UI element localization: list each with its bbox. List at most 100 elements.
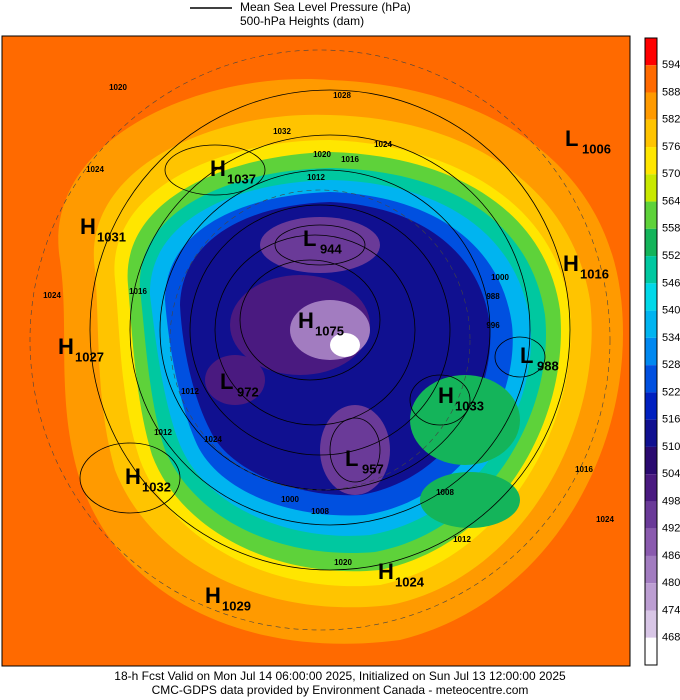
colorbar-swatch — [645, 174, 657, 202]
center-letter: L — [565, 126, 578, 151]
center-letter: H — [438, 383, 454, 408]
center-value: 1027 — [75, 349, 104, 364]
colorbar-swatch — [645, 147, 657, 175]
colorbar-label: 588 — [662, 86, 680, 98]
center-letter: H — [205, 583, 221, 608]
center-letter: L — [303, 226, 316, 251]
center-letter: H — [80, 214, 96, 239]
colorbar-label: 540 — [662, 305, 680, 317]
colorbar-label: 468 — [662, 632, 680, 644]
colorbar-label: 576 — [662, 141, 680, 153]
height-band — [260, 217, 380, 273]
contour-label: 1008 — [436, 488, 454, 497]
legend-text: 500-hPa Heights (dam) — [240, 14, 364, 28]
colorbar-swatch — [645, 446, 657, 475]
contour-label: 1016 — [575, 465, 593, 474]
contour-label: 996 — [486, 321, 500, 330]
colorbar-swatch — [645, 419, 657, 447]
colorbar-label: 546 — [662, 277, 680, 289]
colorbar-swatch — [645, 528, 657, 556]
colorbar-label: 582 — [662, 114, 680, 126]
contour-label: 1012 — [453, 535, 471, 544]
contour-label: 1012 — [154, 428, 172, 437]
pressure-contours — [79, 89, 571, 571]
colorbar-label: 564 — [662, 195, 680, 207]
contour-label: 1024 — [86, 165, 104, 174]
colorbar-swatch — [645, 610, 657, 638]
center-value: 972 — [237, 384, 259, 399]
contour-label: 1028 — [333, 91, 351, 100]
colorbar-label: 510 — [662, 441, 680, 453]
contour-label: 1012 — [181, 387, 199, 396]
center-letter: H — [58, 334, 74, 359]
height-band — [205, 355, 265, 405]
contour-label: 1016 — [341, 155, 359, 164]
contour-label: 1032 — [273, 127, 291, 136]
contour-label: 1016 — [129, 287, 147, 296]
colorbar-label: 552 — [662, 250, 680, 262]
contour-label: 1024 — [596, 515, 614, 524]
contour-label: 1024 — [374, 140, 392, 149]
colorbar-label: 534 — [662, 332, 680, 344]
colorbar-swatch — [645, 392, 657, 420]
colorbar-label: 516 — [662, 414, 680, 426]
footer-text: CMC-GDPS data provided by Environment Ca… — [152, 683, 529, 697]
center-value: 957 — [362, 461, 384, 476]
center-letter: H — [210, 156, 226, 181]
colorbar-label: 558 — [662, 223, 680, 235]
center-letter: H — [378, 559, 394, 584]
colorbar-swatch — [645, 92, 657, 120]
colorbar-swatch — [645, 283, 657, 311]
center-value: 1024 — [395, 574, 425, 589]
colorbar-label: 474 — [662, 604, 680, 616]
center-value: 1037 — [227, 171, 256, 186]
center-value: 944 — [320, 241, 342, 256]
contour-label: 1012 — [307, 173, 325, 182]
colorbar-swatch — [645, 637, 657, 665]
colorbar-label: 504 — [662, 468, 680, 480]
center-value: 988 — [537, 358, 559, 373]
colorbar-label: 528 — [662, 359, 680, 371]
center-letter: H — [298, 308, 314, 333]
contour-label: 988 — [486, 292, 500, 301]
height-band — [330, 333, 360, 357]
colorbar-label: 492 — [662, 523, 680, 535]
colorbar-swatch — [645, 119, 657, 148]
contour-label: 1000 — [281, 495, 299, 504]
colorbar-swatch — [645, 38, 657, 66]
colorbar-swatch — [645, 256, 657, 284]
center-value: 1033 — [455, 398, 484, 413]
graticule — [29, 49, 611, 631]
colorbar-label: 522 — [662, 386, 680, 398]
colorbar-swatch — [645, 365, 657, 393]
footer-text: 18-h Fcst Valid on Mon Jul 14 06:00:00 2… — [114, 669, 566, 683]
contour-label: 1000 — [491, 273, 509, 282]
center-value: 1029 — [222, 598, 251, 613]
colorbar-label: 498 — [662, 495, 680, 507]
center-letter: L — [220, 369, 233, 394]
center-value: 1031 — [97, 229, 126, 244]
height-band — [420, 472, 520, 528]
colorbar-swatch — [645, 555, 657, 584]
center-value: 1006 — [582, 141, 611, 156]
height-band — [410, 375, 520, 465]
contour-label: 1024 — [43, 291, 61, 300]
colorbar-swatch — [645, 337, 657, 366]
center-value: 1016 — [580, 266, 609, 281]
map-frame — [1, 35, 631, 667]
colorbar-label: 594 — [662, 59, 680, 71]
colorbar-swatch — [645, 228, 657, 257]
center-letter: L — [345, 446, 358, 471]
colorbar-swatch — [645, 583, 657, 611]
colorbar-swatch — [645, 310, 657, 338]
contour-label: 1024 — [204, 435, 222, 444]
center-letter: H — [125, 464, 141, 489]
colorbar-label: 480 — [662, 577, 680, 589]
center-letter: L — [520, 343, 533, 368]
colorbar-swatch — [645, 201, 657, 229]
center-value: 1032 — [142, 479, 171, 494]
contour-label: 1020 — [109, 83, 127, 92]
center-value: 1075 — [315, 323, 344, 338]
contour-label: 1020 — [334, 558, 352, 567]
